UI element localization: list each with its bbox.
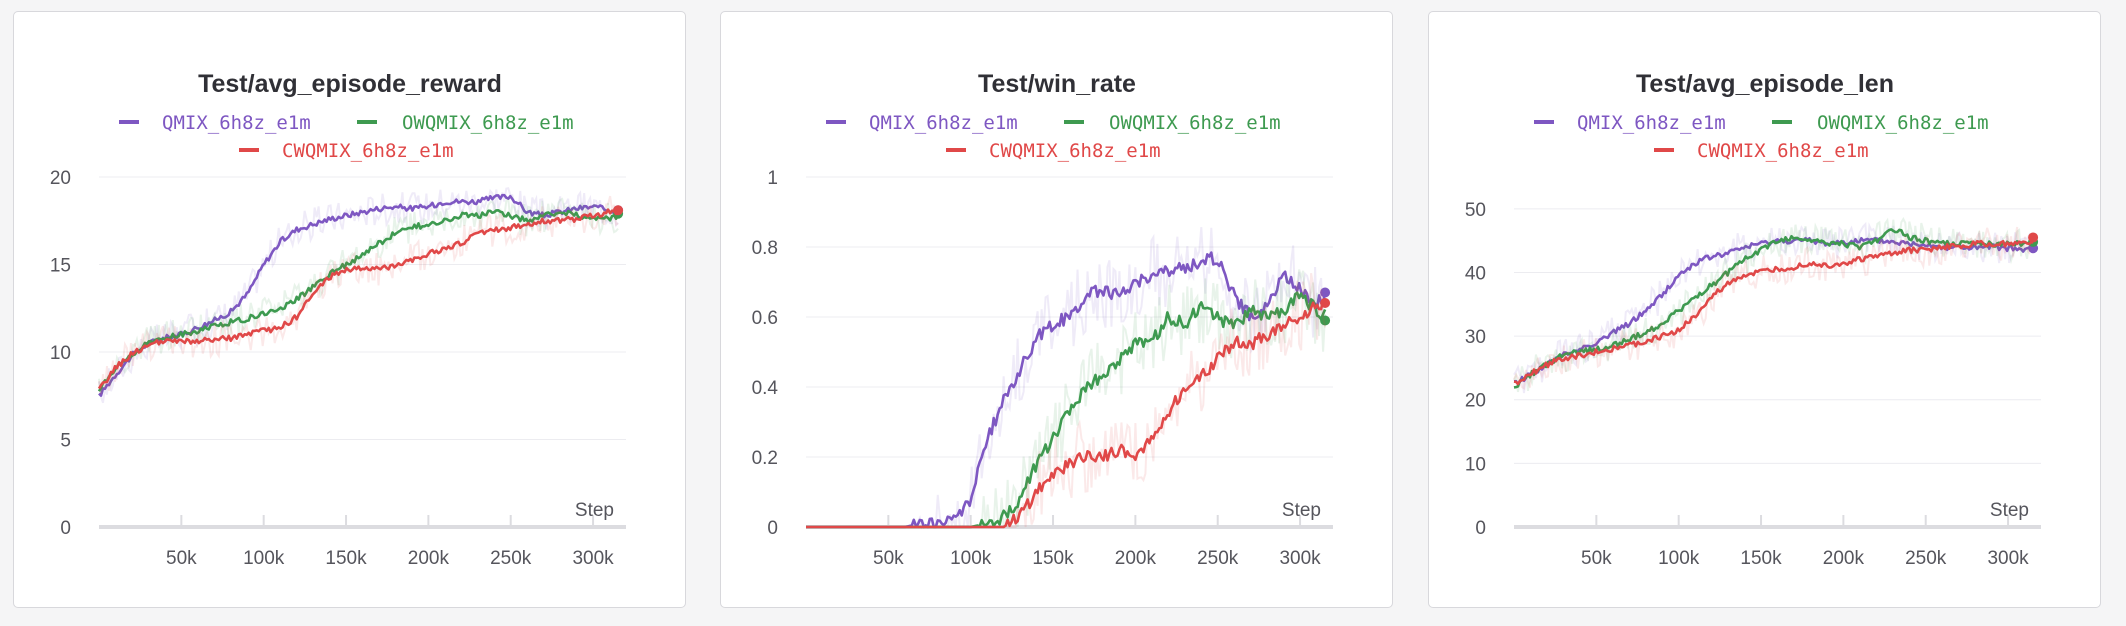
y-tick-label: 50: [1465, 200, 1486, 221]
legend-label-owqmix-6h8z-e1m[interactable]: OWQMIX_6h8z_e1m: [1109, 112, 1281, 134]
chart-panel-win-rate: Test/win_rate QMIX_6h8z_e1m OWQMIX_6h8z_e1…: [720, 11, 1393, 608]
series-end-point-cwqmix-6h8z-e1m: [1320, 298, 1331, 308]
x-tick-label: 200k: [408, 548, 450, 569]
series-line-cwqmix-6h8z-e1m[interactable]: [806, 298, 1327, 529]
x-tick-label: 100k: [1658, 548, 1700, 569]
y-tick-label: 15: [50, 256, 71, 277]
y-tick-label: 10: [1465, 454, 1486, 475]
legend-label-owqmix-6h8z-e1m[interactable]: OWQMIX_6h8z_e1m: [1817, 112, 1989, 134]
y-tick-label: 30: [1465, 327, 1486, 348]
chart-episode-len: Test/avg_episode_len QMIX_6h8z_e1m OWQMIX_…: [1465, 70, 2041, 569]
legend-label-qmix-6h8z-e1m[interactable]: QMIX_6h8z_e1m: [869, 112, 1018, 134]
x-tick-label: 250k: [1197, 548, 1239, 569]
series-band-qmix-6h8z-e1m: [806, 227, 1326, 530]
x-tick-label: 150k: [1032, 548, 1074, 569]
y-tick-label: 40: [1465, 263, 1486, 284]
chart-panel-reward: Test/avg_episode_reward QMIX_6h8z_e1m OWQM…: [13, 11, 686, 608]
chart-title: Test/avg_episode_reward: [198, 70, 502, 98]
x-tick-label: 150k: [325, 548, 367, 569]
chart-title: Test/win_rate: [978, 70, 1136, 98]
y-tick-label: 0: [1475, 518, 1486, 539]
y-tick-label: 5: [60, 431, 71, 452]
x-tick-label: 50k: [873, 548, 904, 569]
series-band-qmix-6h8z-e1m: [98, 187, 619, 404]
x-axis-label: Step: [1990, 500, 2029, 521]
series-line-owqmix-6h8z-e1m[interactable]: [97, 209, 620, 392]
series-band-cwqmix-6h8z-e1m: [98, 195, 619, 395]
series-end-point-owqmix-6h8z-e1m: [1320, 315, 1331, 326]
y-tick-label: 0.2: [752, 448, 778, 469]
y-tick-label: 0: [60, 518, 71, 539]
x-tick-label: 300k: [1987, 548, 2029, 569]
series-band-qmix-6h8z-e1m: [1513, 221, 2035, 394]
legend-label-owqmix-6h8z-e1m[interactable]: OWQMIX_6h8z_e1m: [402, 112, 574, 134]
y-tick-label: 20: [1465, 391, 1486, 412]
y-tick-label: 0.6: [752, 308, 778, 329]
x-tick-label: 250k: [1905, 548, 1947, 569]
x-axis-label: Step: [1282, 500, 1321, 521]
x-tick-label: 300k: [1279, 548, 1321, 569]
legend-label-qmix-6h8z-e1m[interactable]: QMIX_6h8z_e1m: [1577, 112, 1726, 134]
x-tick-label: 50k: [166, 548, 197, 569]
legend-label-cwqmix-6h8z-e1m[interactable]: CWQMIX_6h8z_e1m: [989, 140, 1161, 162]
y-tick-label: 1: [767, 168, 778, 189]
x-tick-label: 50k: [1581, 548, 1612, 569]
y-tick-label: 0.8: [752, 238, 778, 259]
x-tick-label: 150k: [1740, 548, 1782, 569]
series-end-point-cwqmix-6h8z-e1m: [613, 205, 624, 216]
series-end-point-cwqmix-6h8z-e1m: [2028, 232, 2039, 243]
x-tick-label: 200k: [1823, 548, 1865, 569]
y-tick-label: 10: [50, 343, 71, 364]
y-tick-label: 0: [767, 518, 778, 539]
series-line-cwqmix-6h8z-e1m[interactable]: [1513, 239, 2034, 386]
chart-reward: Test/avg_episode_reward QMIX_6h8z_e1m OWQM…: [50, 70, 626, 569]
series-line-cwqmix-6h8z-e1m[interactable]: [97, 208, 619, 390]
series-line-qmix-6h8z-e1m[interactable]: [1513, 236, 2034, 386]
chart-title: Test/avg_episode_len: [1636, 70, 1894, 98]
x-tick-label: 100k: [950, 548, 992, 569]
legend-label-qmix-6h8z-e1m[interactable]: QMIX_6h8z_e1m: [162, 112, 311, 134]
chart-win-rate: Test/win_rate QMIX_6h8z_e1m OWQMIX_6h8z_e1…: [752, 70, 1333, 569]
series-end-point-qmix-6h8z-e1m: [1320, 287, 1331, 298]
x-tick-label: 300k: [572, 548, 614, 569]
y-tick-label: 20: [50, 168, 71, 189]
x-tick-label: 200k: [1115, 548, 1157, 569]
x-axis-label: Step: [575, 500, 614, 521]
x-tick-label: 250k: [490, 548, 532, 569]
chart-panel-episode-len: Test/avg_episode_len QMIX_6h8z_e1m OWQMIX_…: [1428, 11, 2101, 608]
legend-label-cwqmix-6h8z-e1m[interactable]: CWQMIX_6h8z_e1m: [1697, 140, 1869, 162]
y-tick-label: 0.4: [752, 378, 779, 399]
legend-label-cwqmix-6h8z-e1m[interactable]: CWQMIX_6h8z_e1m: [282, 140, 454, 162]
x-tick-label: 100k: [243, 548, 285, 569]
